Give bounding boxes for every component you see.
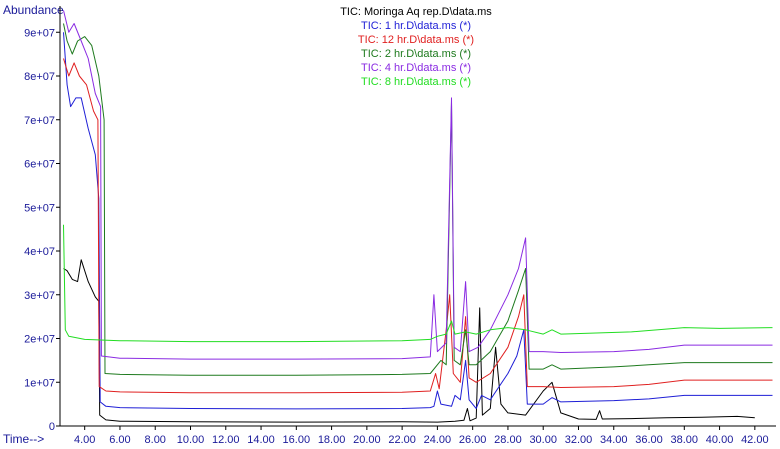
x-tick-label: 42.00 bbox=[741, 434, 769, 446]
x-tick-label: 18.00 bbox=[318, 434, 346, 446]
x-tick-label: 20.00 bbox=[353, 434, 381, 446]
y-tick-label: 8e+07 bbox=[24, 71, 55, 83]
y-tick-label: 1e+07 bbox=[24, 377, 55, 389]
x-tick-label: 16.00 bbox=[283, 434, 311, 446]
y-tick-label: 9e+07 bbox=[24, 27, 55, 39]
y-tick-label: 6e+07 bbox=[24, 159, 55, 171]
series-line-0 bbox=[63, 259, 755, 423]
x-tick-label: 28.00 bbox=[494, 434, 522, 446]
y-axis-title: Abundance bbox=[3, 3, 64, 17]
series-line-5 bbox=[63, 224, 773, 343]
legend-entry: TIC: 4 hr.D\data.ms (*) bbox=[361, 62, 471, 74]
x-tick-label: 24.00 bbox=[424, 434, 452, 446]
y-tick-label: 2e+07 bbox=[24, 334, 55, 346]
x-tick-label: 14.00 bbox=[247, 434, 275, 446]
x-tick-label: 4.00 bbox=[74, 434, 95, 446]
x-axis-title: Time--> bbox=[3, 432, 44, 446]
y-tick-label: 4e+07 bbox=[24, 246, 55, 258]
x-tick-label: 34.00 bbox=[600, 434, 628, 446]
legend-entry: TIC: 1 hr.D\data.ms (*) bbox=[361, 20, 471, 32]
x-tick-label: 22.00 bbox=[388, 434, 416, 446]
legend-entry: TIC: 2 hr.D\data.ms (*) bbox=[361, 48, 471, 60]
x-tick-label: 38.00 bbox=[671, 434, 699, 446]
x-tick-label: 32.00 bbox=[565, 434, 593, 446]
x-tick-label: 30.00 bbox=[529, 434, 557, 446]
y-tick-label: 3e+07 bbox=[24, 290, 55, 302]
x-tick-label: 8.00 bbox=[145, 434, 166, 446]
series-line-2 bbox=[63, 58, 773, 394]
series-line-4 bbox=[63, 10, 773, 360]
x-tick-label: 10.00 bbox=[177, 434, 205, 446]
chart-title: TIC: Moringa Aq rep.D\data.ms bbox=[340, 6, 492, 18]
y-tick-label: 0 bbox=[49, 421, 55, 433]
y-tick-label: 7e+07 bbox=[24, 115, 55, 127]
y-ticks: 0 1e+07 2e+07 3e+07 4e+07 5e+07 6e+07 7e+07 8e+0… bbox=[24, 27, 60, 433]
legend-entry: TIC: 12 hr.D\data.ms (*) bbox=[358, 34, 474, 46]
series-line-1 bbox=[63, 32, 773, 410]
x-ticks: 4.00 6.00 8.00 10.00 12.00 14.00 16.00 18.00 20.… bbox=[74, 426, 769, 446]
series-line-3 bbox=[63, 23, 773, 376]
x-tick-label: 36.00 bbox=[635, 434, 663, 446]
plot-area bbox=[63, 10, 773, 423]
x-tick-label: 12.00 bbox=[212, 434, 240, 446]
x-tick-label: 26.00 bbox=[459, 434, 487, 446]
x-tick-label: 6.00 bbox=[109, 434, 130, 446]
legend-entry: TIC: 8 hr.D\data.ms (*) bbox=[361, 76, 471, 88]
x-tick-label: 40.00 bbox=[706, 434, 734, 446]
legend: TIC: 1 hr.D\data.ms (*) TIC: 12 hr.D\data… bbox=[358, 20, 474, 88]
y-tick-label: 5e+07 bbox=[24, 202, 55, 214]
